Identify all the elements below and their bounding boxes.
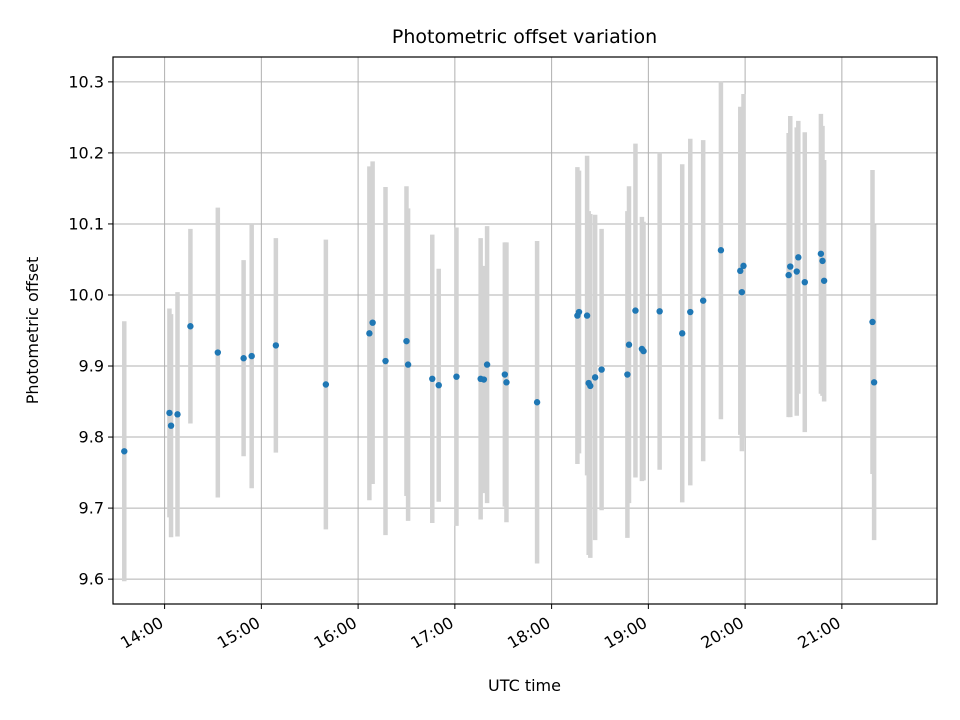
y-tick-label: 9.7 bbox=[79, 499, 104, 518]
data-point bbox=[533, 399, 541, 406]
data-point bbox=[121, 448, 128, 455]
data-point bbox=[214, 349, 222, 356]
y-tick-label: 9.6 bbox=[79, 570, 104, 589]
data-point bbox=[240, 355, 247, 362]
data-point bbox=[369, 319, 376, 326]
data-point bbox=[435, 382, 442, 389]
data-point bbox=[404, 361, 412, 368]
data-point bbox=[740, 262, 747, 270]
y-tick-label: 10.2 bbox=[68, 143, 104, 162]
data-point bbox=[583, 312, 591, 319]
data-point bbox=[801, 278, 808, 286]
data-point bbox=[717, 247, 725, 254]
x-axis-title: UTC time bbox=[488, 676, 561, 695]
data-point bbox=[187, 323, 194, 330]
data-point bbox=[429, 375, 436, 383]
data-point bbox=[820, 277, 828, 284]
data-point bbox=[624, 371, 631, 378]
data-point bbox=[453, 373, 460, 380]
data-point bbox=[625, 341, 633, 348]
y-tick-label: 10.0 bbox=[68, 285, 104, 304]
data-point bbox=[679, 330, 686, 337]
data-point bbox=[785, 271, 792, 279]
data-point bbox=[787, 263, 794, 270]
y-tick-label: 9.9 bbox=[79, 357, 104, 376]
data-point bbox=[248, 352, 255, 360]
data-point bbox=[587, 382, 594, 390]
data-point bbox=[480, 376, 488, 383]
y-tick-label: 10.3 bbox=[68, 72, 104, 91]
data-point bbox=[632, 307, 639, 314]
data-point bbox=[366, 330, 373, 337]
data-point bbox=[869, 318, 876, 326]
data-point bbox=[737, 267, 744, 275]
data-point bbox=[382, 357, 389, 365]
y-axis-title: Photometric offset bbox=[23, 257, 42, 405]
data-points bbox=[121, 247, 878, 455]
y-tick-label: 9.8 bbox=[79, 428, 104, 447]
data-point bbox=[575, 308, 583, 316]
data-point bbox=[817, 250, 825, 257]
y-axis: 9.6 9.7 9.8 9.9 10.0 10.1 10.2 10.3 bbox=[68, 72, 113, 589]
y-tick-label: 10.1 bbox=[68, 214, 104, 233]
data-point bbox=[819, 257, 826, 265]
data-point bbox=[656, 308, 663, 315]
grid-lines bbox=[113, 57, 937, 604]
data-point bbox=[322, 381, 330, 388]
data-point bbox=[483, 361, 491, 368]
data-point bbox=[166, 409, 173, 417]
data-point bbox=[501, 371, 509, 378]
data-point bbox=[598, 366, 605, 373]
data-point bbox=[640, 347, 647, 355]
data-point bbox=[591, 374, 599, 381]
data-point bbox=[503, 379, 510, 386]
data-point bbox=[174, 411, 181, 418]
data-point bbox=[699, 297, 707, 304]
chart-title: Photometric offset variation bbox=[392, 26, 657, 48]
data-point bbox=[687, 308, 694, 316]
data-point bbox=[793, 268, 800, 275]
data-point bbox=[795, 254, 802, 261]
plot-frame bbox=[112, 56, 938, 605]
data-point bbox=[272, 342, 280, 349]
data-point bbox=[167, 422, 175, 429]
data-point bbox=[870, 379, 878, 386]
data-point bbox=[738, 288, 746, 296]
data-point bbox=[403, 337, 410, 345]
